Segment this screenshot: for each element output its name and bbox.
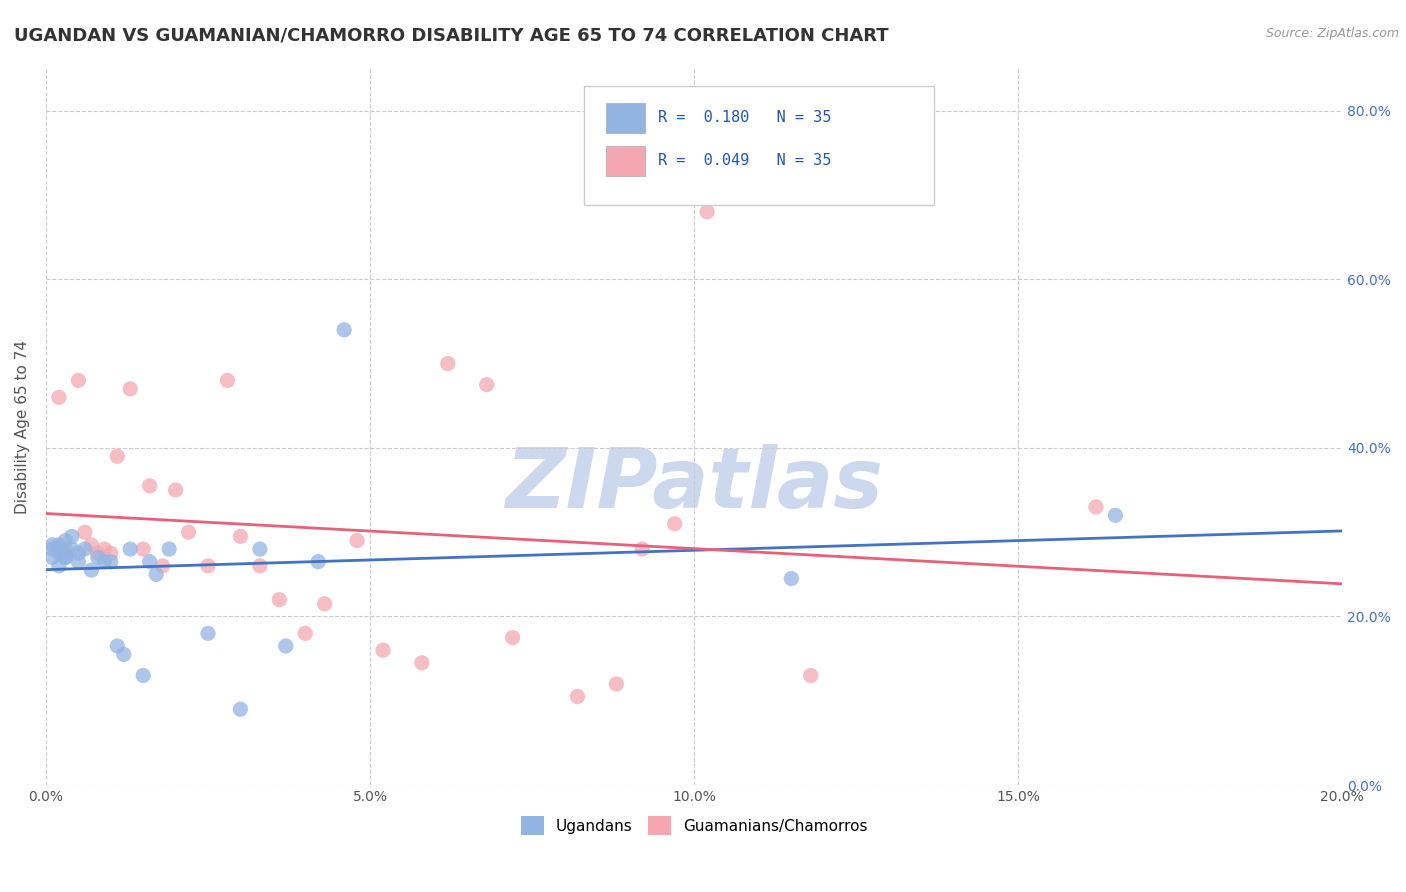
Point bbox=[87, 550, 110, 565]
Point bbox=[80, 538, 103, 552]
Text: UGANDAN VS GUAMANIAN/CHAMORRO DISABILITY AGE 65 TO 74 CORRELATION CHART: UGANDAN VS GUAMANIAN/CHAMORRO DISABILITY… bbox=[14, 27, 889, 45]
Point bbox=[60, 529, 83, 543]
Legend: Ugandans, Guamanians/Chamorros: Ugandans, Guamanians/Chamorros bbox=[520, 816, 868, 835]
Point bbox=[48, 546, 70, 560]
Point bbox=[73, 525, 96, 540]
Point bbox=[346, 533, 368, 548]
Point bbox=[411, 656, 433, 670]
Point bbox=[80, 563, 103, 577]
Point bbox=[502, 631, 524, 645]
Point bbox=[93, 555, 115, 569]
Point bbox=[55, 550, 77, 565]
Point bbox=[274, 639, 297, 653]
Point bbox=[138, 479, 160, 493]
Point bbox=[229, 702, 252, 716]
Point bbox=[48, 390, 70, 404]
Text: R =  0.180   N = 35: R = 0.180 N = 35 bbox=[658, 110, 831, 125]
Text: R =  0.049   N = 35: R = 0.049 N = 35 bbox=[658, 153, 831, 168]
Text: ZIPatlas: ZIPatlas bbox=[505, 443, 883, 524]
Point bbox=[73, 542, 96, 557]
Point bbox=[475, 377, 498, 392]
Point bbox=[177, 525, 200, 540]
Point bbox=[371, 643, 394, 657]
Point bbox=[112, 648, 135, 662]
Point bbox=[567, 690, 589, 704]
Y-axis label: Disability Age 65 to 74: Disability Age 65 to 74 bbox=[15, 340, 30, 514]
Point bbox=[41, 538, 63, 552]
Point bbox=[48, 558, 70, 573]
Point bbox=[55, 533, 77, 548]
Point bbox=[249, 542, 271, 557]
Point bbox=[120, 542, 142, 557]
Point bbox=[780, 572, 803, 586]
Point bbox=[55, 550, 77, 565]
Point bbox=[249, 558, 271, 573]
Point bbox=[67, 555, 90, 569]
Point bbox=[197, 558, 219, 573]
Point bbox=[1104, 508, 1126, 523]
Point bbox=[60, 542, 83, 557]
Point bbox=[105, 639, 128, 653]
Point bbox=[105, 450, 128, 464]
FancyBboxPatch shape bbox=[606, 146, 645, 176]
Point bbox=[800, 668, 823, 682]
Point bbox=[333, 323, 356, 337]
Point bbox=[100, 546, 122, 560]
Point bbox=[631, 542, 654, 557]
Point bbox=[314, 597, 336, 611]
Point bbox=[269, 592, 291, 607]
Point bbox=[67, 374, 90, 388]
Point bbox=[41, 550, 63, 565]
Point bbox=[152, 558, 174, 573]
Point bbox=[41, 542, 63, 557]
FancyBboxPatch shape bbox=[583, 87, 934, 204]
Point bbox=[100, 555, 122, 569]
Point bbox=[307, 555, 329, 569]
Point bbox=[229, 529, 252, 543]
Point bbox=[48, 538, 70, 552]
Point bbox=[157, 542, 180, 557]
Point bbox=[664, 516, 686, 531]
Point bbox=[437, 357, 460, 371]
Text: Source: ZipAtlas.com: Source: ZipAtlas.com bbox=[1265, 27, 1399, 40]
Point bbox=[55, 546, 77, 560]
Point bbox=[120, 382, 142, 396]
Point bbox=[197, 626, 219, 640]
Point bbox=[48, 542, 70, 557]
Point bbox=[165, 483, 187, 497]
Point bbox=[294, 626, 316, 640]
Point bbox=[145, 567, 167, 582]
Point bbox=[67, 546, 90, 560]
Point bbox=[93, 542, 115, 557]
Point bbox=[132, 542, 155, 557]
Point bbox=[696, 204, 718, 219]
Point bbox=[132, 668, 155, 682]
Point bbox=[605, 677, 627, 691]
Point bbox=[87, 546, 110, 560]
Point bbox=[1084, 500, 1107, 514]
FancyBboxPatch shape bbox=[606, 103, 645, 133]
Point bbox=[138, 555, 160, 569]
Point bbox=[217, 374, 239, 388]
Point bbox=[55, 542, 77, 557]
